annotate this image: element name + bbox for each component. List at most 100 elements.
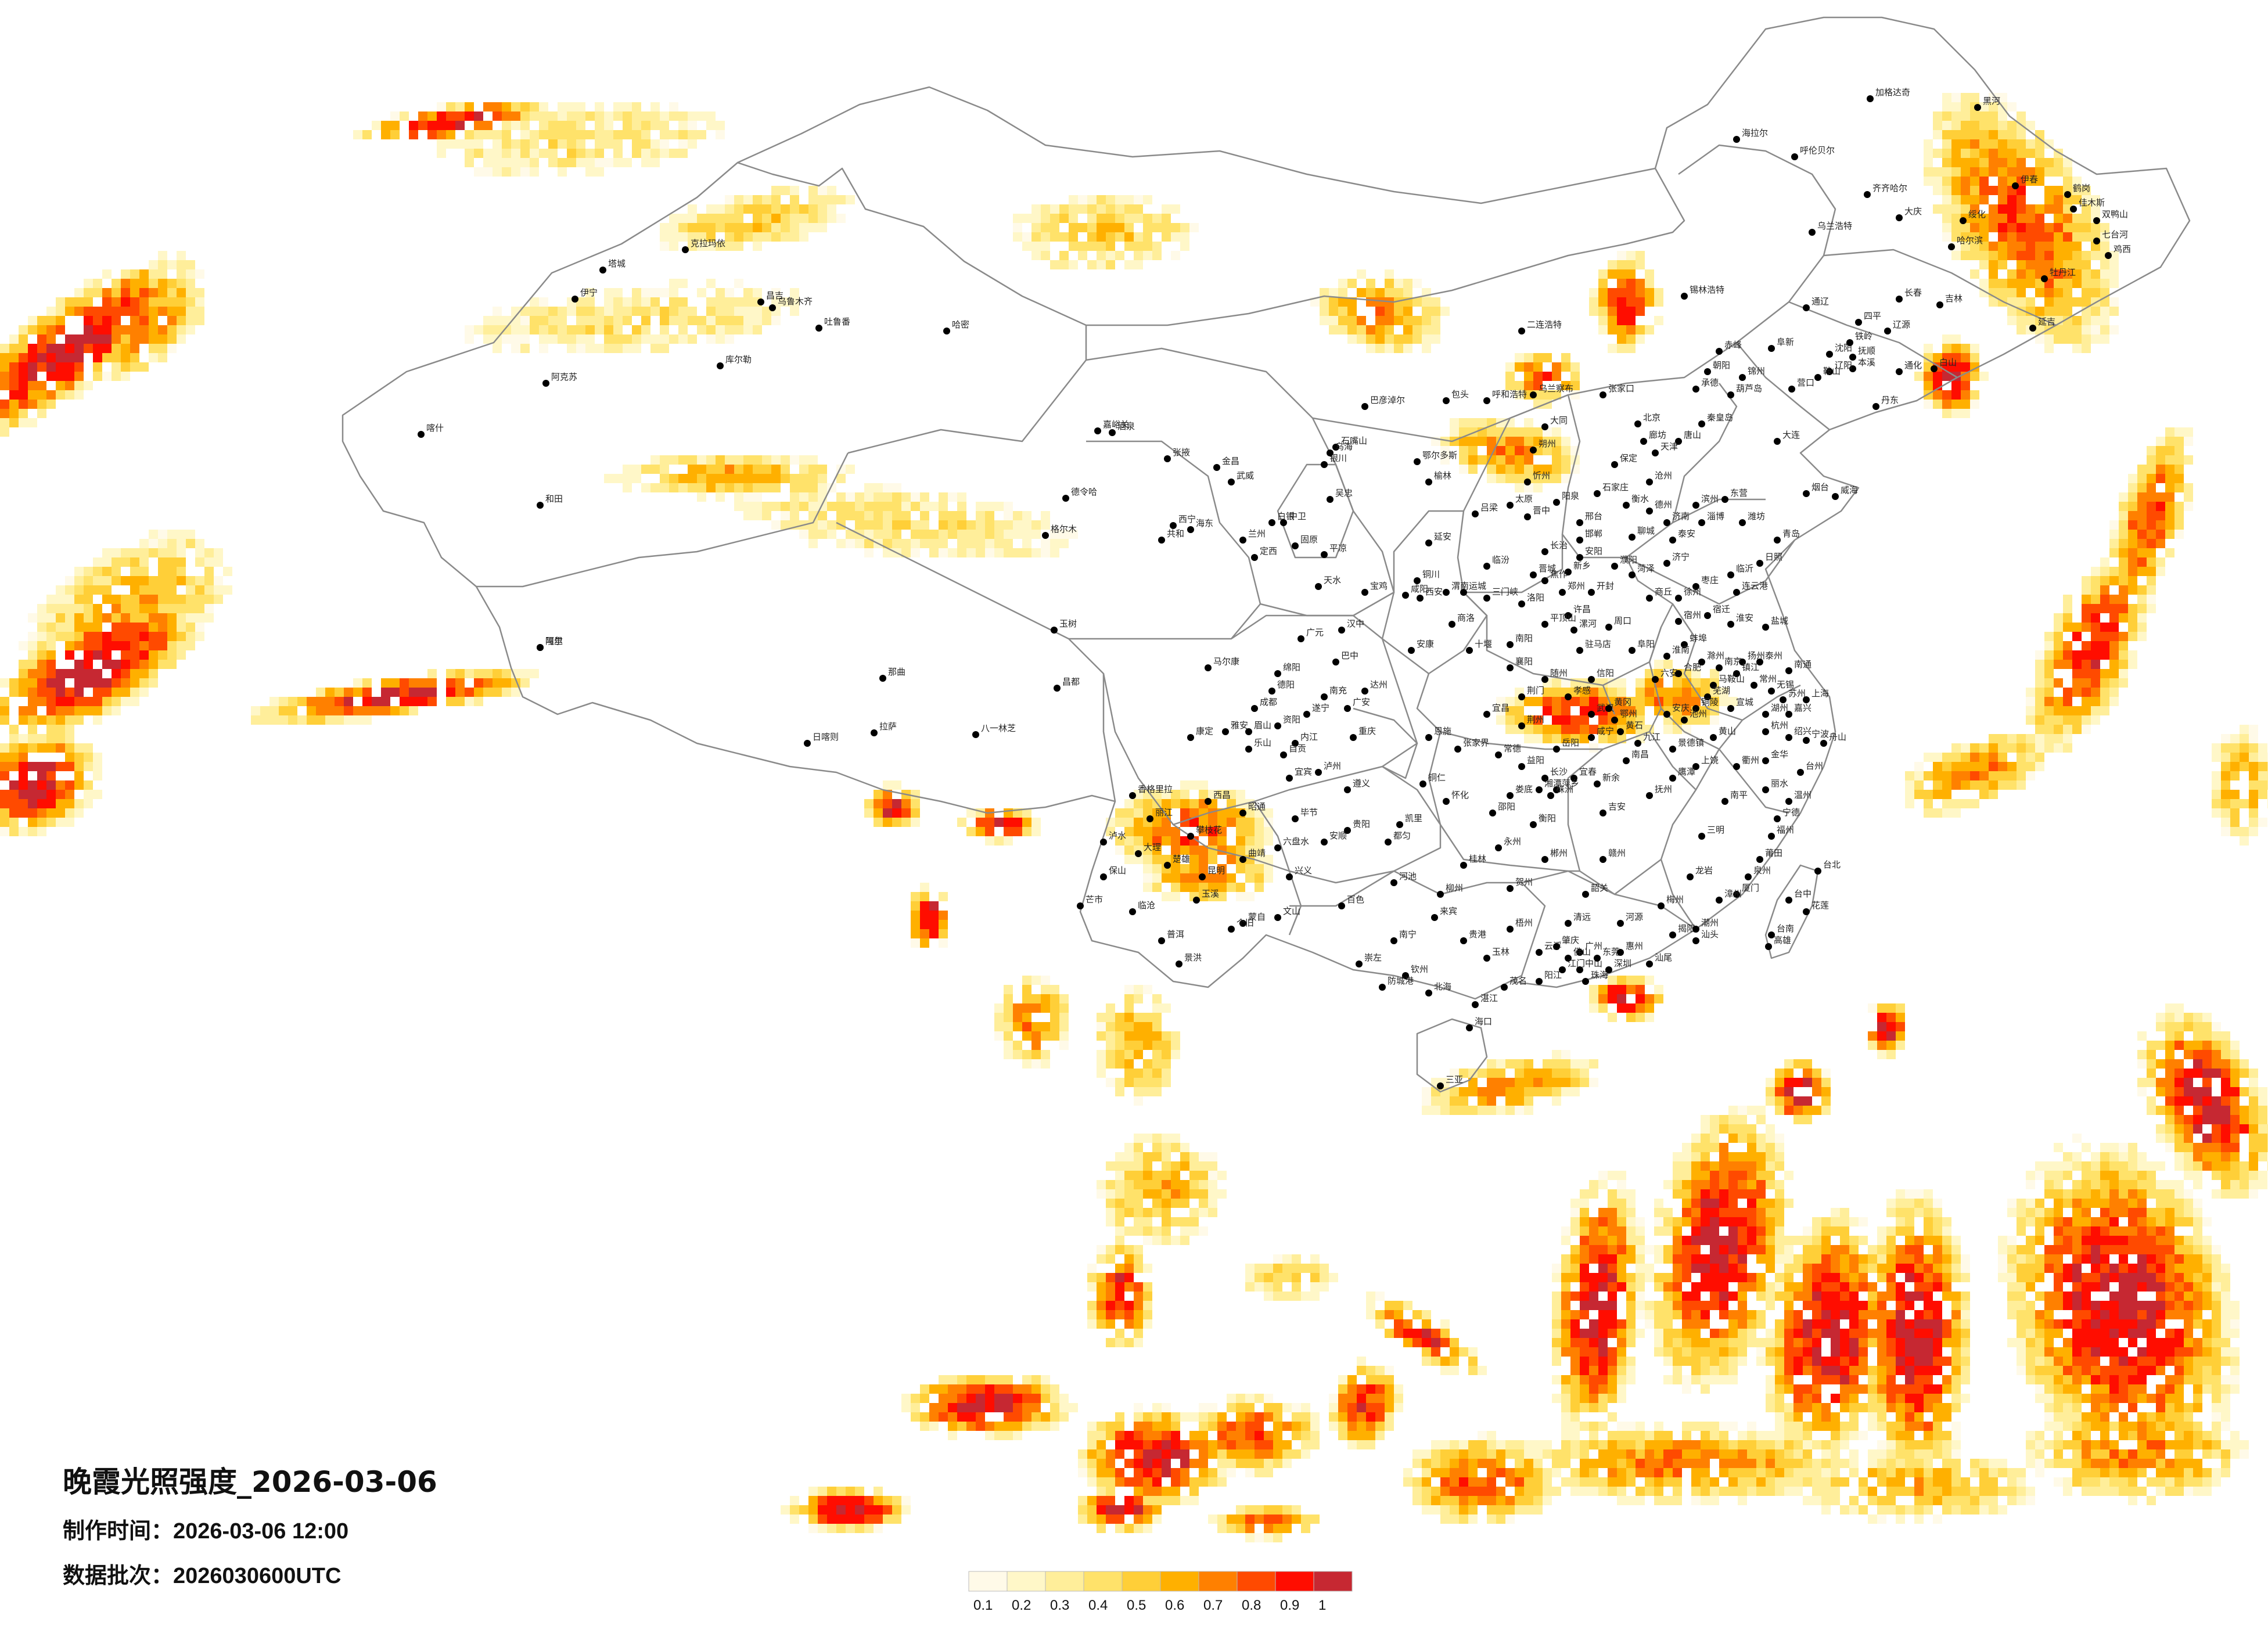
city-marker: 南通 bbox=[1785, 659, 1811, 674]
city-label: 咸宁 bbox=[1597, 726, 1614, 736]
city-marker: 延吉 bbox=[2029, 316, 2055, 332]
city-marker: 芜湖 bbox=[1704, 685, 1730, 700]
city-marker: 鸡西 bbox=[2105, 244, 2131, 259]
city-label: 海口 bbox=[1475, 1016, 1492, 1027]
city-marker: 库尔勒 bbox=[717, 354, 752, 369]
city-label: 娄底 bbox=[1515, 784, 1533, 794]
city-marker: 白山 bbox=[1931, 357, 1957, 372]
legend-tick-label: 0.4 bbox=[1088, 1598, 1108, 1613]
city-dot bbox=[1576, 537, 1583, 544]
city-dot bbox=[1617, 920, 1624, 927]
city-label: 个旧 bbox=[1237, 918, 1254, 928]
city-label: 潮州 bbox=[1701, 918, 1719, 928]
city-label: 晋城 bbox=[1539, 563, 1556, 574]
city-label: 平顶山 bbox=[1550, 613, 1576, 623]
city-marker: 长春 bbox=[1896, 287, 1922, 303]
city-dot bbox=[1495, 751, 1502, 758]
city-dot bbox=[1536, 978, 1543, 985]
city-dot bbox=[1176, 961, 1182, 967]
city-label: 邵阳 bbox=[1498, 801, 1515, 812]
city-dot bbox=[1414, 458, 1421, 465]
city-marker: 阳泉 bbox=[1553, 491, 1579, 506]
city-label: 南充 bbox=[1329, 685, 1347, 696]
city-label: 泉州 bbox=[1753, 865, 1771, 876]
city-label: 衡水 bbox=[1631, 494, 1649, 504]
city-dot bbox=[1530, 821, 1537, 828]
city-label: 南阳 bbox=[1515, 633, 1533, 643]
city-marker: 来宾 bbox=[1431, 906, 1457, 921]
city-marker: 徐州 bbox=[1675, 587, 1701, 602]
city-dot bbox=[1803, 696, 1810, 703]
city-marker: 宿州 bbox=[1675, 610, 1701, 625]
city-dot bbox=[1605, 624, 1612, 631]
city-dot bbox=[1565, 612, 1572, 619]
city-marker: 定西 bbox=[1251, 546, 1277, 561]
city-dot bbox=[1280, 751, 1287, 758]
city-label: 郑州 bbox=[1568, 581, 1585, 591]
city-marker: 临汾 bbox=[1483, 555, 1509, 570]
city-label: 长沙 bbox=[1550, 767, 1568, 777]
city-label: 威海 bbox=[1841, 485, 1858, 495]
city-marker: 怀化 bbox=[1443, 790, 1469, 805]
city-dot bbox=[1765, 943, 1772, 950]
city-label: 阜新 bbox=[1777, 337, 1794, 347]
city-dot bbox=[1762, 624, 1769, 631]
city-marker: 池州 bbox=[1681, 708, 1707, 724]
city-label: 廊坊 bbox=[1649, 430, 1666, 440]
city-label: 石家庄 bbox=[1602, 482, 1629, 492]
city-label: 新余 bbox=[1602, 772, 1620, 783]
city-label: 渭南 bbox=[1451, 581, 1469, 591]
city-marker: 吉林 bbox=[1936, 293, 1963, 308]
city-marker: 宜昌 bbox=[1483, 703, 1509, 718]
city-marker: 衢州 bbox=[1733, 755, 1759, 770]
city-label: 濮阳 bbox=[1620, 555, 1637, 565]
jilin-liaoning-border bbox=[1736, 301, 1958, 430]
city-marker: 贵阳 bbox=[1344, 819, 1370, 834]
city-dot bbox=[1344, 827, 1351, 834]
city-marker: 无锡 bbox=[1768, 679, 1794, 695]
city-marker: 鹰潭 bbox=[1669, 767, 1695, 782]
made-time-label: 制作时间： bbox=[63, 1518, 174, 1544]
city-dot bbox=[1483, 711, 1490, 718]
city-dot bbox=[1692, 386, 1699, 393]
city-marker: 镇江 bbox=[1733, 662, 1759, 677]
city-marker: 本溪 bbox=[1849, 357, 1875, 372]
city-label: 湖州 bbox=[1771, 703, 1788, 713]
city-marker: 广元 bbox=[1297, 627, 1324, 642]
city-marker: 南宁 bbox=[1390, 929, 1417, 944]
city-marker: 通化 bbox=[1896, 360, 1922, 375]
city-label: 呼和浩特 bbox=[1492, 389, 1527, 400]
city-dot bbox=[1483, 397, 1490, 404]
city-dot bbox=[1768, 688, 1775, 695]
city-dot bbox=[1559, 589, 1566, 596]
city-marker: 三明 bbox=[1698, 825, 1724, 840]
city-dot bbox=[1483, 955, 1490, 962]
city-label: 共和 bbox=[1167, 528, 1184, 539]
city-dot bbox=[2041, 275, 2048, 282]
city-marker: 泸水 bbox=[1100, 830, 1126, 846]
city-marker: 呼伦贝尔 bbox=[1791, 145, 1835, 160]
city-marker: 荆州 bbox=[1518, 714, 1544, 729]
city-label: 崇左 bbox=[1364, 952, 1382, 963]
city-label: 淄博 bbox=[1707, 511, 1724, 521]
city-marker: 泰安 bbox=[1669, 528, 1695, 544]
city-dot bbox=[1739, 659, 1746, 665]
city-marker: 石家庄 bbox=[1594, 482, 1629, 497]
qinghai-border bbox=[1069, 440, 1261, 640]
city-label: 来宾 bbox=[1440, 906, 1457, 916]
city-marker: 酒泉 bbox=[1109, 421, 1135, 436]
city-dot bbox=[1814, 374, 1821, 381]
legend-tick-label: 1 bbox=[1318, 1598, 1326, 1613]
city-label: 漯河 bbox=[1579, 618, 1597, 629]
city-marker: 娄底 bbox=[1507, 784, 1533, 799]
city-marker: 渭南 bbox=[1443, 581, 1469, 596]
city-label: 马尔康 bbox=[1213, 656, 1239, 667]
city-marker: 百色 bbox=[1338, 894, 1364, 909]
city-marker: 焦作 bbox=[1541, 569, 1568, 584]
city-marker: 重庆 bbox=[1350, 726, 1376, 741]
city-label: 鹤岗 bbox=[2073, 183, 2090, 193]
legend-swatch bbox=[1237, 1571, 1276, 1592]
city-label: 遵义 bbox=[1353, 778, 1370, 789]
city-marker: 晋城 bbox=[1530, 563, 1556, 578]
